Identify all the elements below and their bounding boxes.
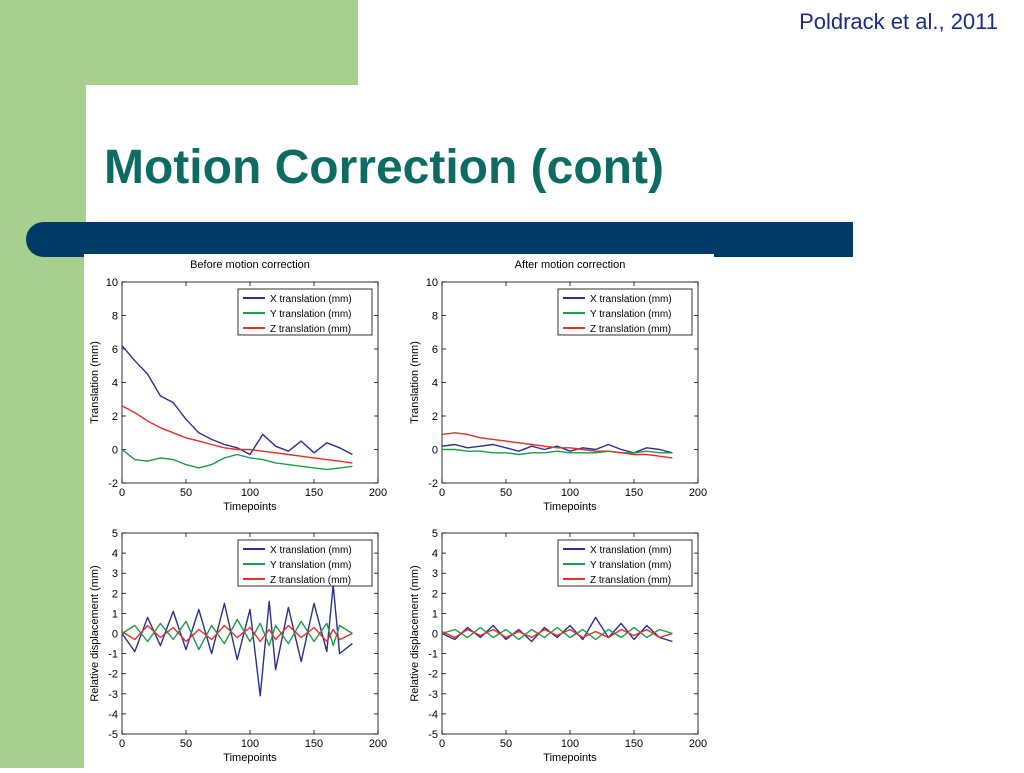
legend-label: X translation (mm) bbox=[270, 545, 352, 556]
y-tick-label: -4 bbox=[428, 709, 438, 721]
chart-title: Before motion correction bbox=[190, 259, 310, 271]
legend-label: Z translation (mm) bbox=[590, 324, 671, 335]
y-tick-label: 5 bbox=[432, 528, 438, 540]
legend-label: Y translation (mm) bbox=[270, 309, 352, 320]
chart-title: After motion correction bbox=[515, 259, 626, 271]
x-tick-label: 100 bbox=[561, 487, 579, 499]
y-tick-label: -2 bbox=[428, 669, 438, 681]
x-tick-label: 0 bbox=[439, 487, 445, 499]
y-tick-label: -2 bbox=[108, 669, 118, 681]
x-tick-label: 0 bbox=[119, 738, 125, 750]
x-tick-label: 200 bbox=[369, 487, 387, 499]
y-tick-label: 4 bbox=[112, 548, 118, 560]
y-tick-label: -5 bbox=[108, 729, 118, 741]
accent-bar bbox=[26, 222, 853, 257]
x-tick-label: 200 bbox=[689, 487, 707, 499]
y-tick-label: 10 bbox=[106, 277, 118, 289]
legend-label: X translation (mm) bbox=[270, 294, 352, 305]
y-tick-label: 2 bbox=[432, 588, 438, 600]
x-tick-label: 150 bbox=[305, 738, 323, 750]
y-tick-label: 4 bbox=[432, 548, 438, 560]
x-tick-label: 50 bbox=[180, 738, 192, 750]
y-tick-label: 0 bbox=[432, 445, 438, 457]
slide-title: Motion Correction (cont) bbox=[104, 141, 664, 194]
x-tick-label: 100 bbox=[241, 487, 259, 499]
series-line-3 bbox=[121, 405, 353, 464]
y-tick-label: 3 bbox=[432, 568, 438, 580]
legend-label: Y translation (mm) bbox=[270, 560, 352, 571]
series-line-1 bbox=[441, 616, 673, 643]
series-line-2 bbox=[121, 448, 353, 471]
series-line-3 bbox=[441, 432, 673, 459]
y-tick-label: 6 bbox=[432, 344, 438, 356]
y-tick-label: 10 bbox=[426, 277, 438, 289]
x-tick-label: 200 bbox=[689, 738, 707, 750]
y-tick-label: -3 bbox=[108, 689, 118, 701]
chart-panel-4: 0 50 100 150 200 -5 -4 -3 -2 -1 0 1 2 3 4 5 Timepoints Re… bbox=[409, 528, 707, 764]
x-tick-label: 50 bbox=[500, 487, 512, 499]
y-tick-label: 1 bbox=[112, 608, 118, 620]
y-tick-label: 4 bbox=[432, 378, 438, 390]
x-tick-label: 100 bbox=[561, 738, 579, 750]
x-tick-label: 200 bbox=[369, 738, 387, 750]
y-tick-label: -4 bbox=[108, 709, 118, 721]
y-axis-label: Relative displacement (mm) bbox=[409, 565, 421, 701]
y-tick-label: 3 bbox=[112, 568, 118, 580]
legend-label: Y translation (mm) bbox=[590, 560, 672, 571]
y-tick-label: 2 bbox=[112, 411, 118, 423]
y-tick-label: 4 bbox=[112, 378, 118, 390]
series-line-1 bbox=[121, 345, 353, 456]
y-axis-label: Relative displacement (mm) bbox=[89, 565, 101, 701]
chart-panel-3: 0 50 100 150 200 -5 -4 -3 -2 -1 0 1 2 3 4 5 Timepoints Re… bbox=[89, 528, 387, 764]
x-axis-label: Timepoints bbox=[223, 752, 277, 764]
y-tick-label: -1 bbox=[108, 649, 118, 661]
y-tick-label: -2 bbox=[108, 478, 118, 490]
x-tick-label: 150 bbox=[305, 487, 323, 499]
legend-label: Z translation (mm) bbox=[270, 575, 351, 586]
y-tick-label: 5 bbox=[112, 528, 118, 540]
y-tick-label: -1 bbox=[428, 649, 438, 661]
y-tick-label: 8 bbox=[112, 311, 118, 323]
y-tick-label: 1 bbox=[432, 608, 438, 620]
y-axis-label: Translation (mm) bbox=[409, 341, 421, 424]
series-line-2 bbox=[442, 448, 673, 456]
y-tick-label: -2 bbox=[428, 478, 438, 490]
legend-label: Z translation (mm) bbox=[590, 575, 671, 586]
y-tick-label: 0 bbox=[112, 629, 118, 641]
y-tick-label: 0 bbox=[432, 629, 438, 641]
legend-label: Y translation (mm) bbox=[590, 309, 672, 320]
y-tick-label: 8 bbox=[432, 311, 438, 323]
legend-label: X translation (mm) bbox=[590, 545, 672, 556]
series-line-3 bbox=[441, 628, 673, 639]
x-tick-label: 150 bbox=[625, 487, 643, 499]
x-axis-label: Timepoints bbox=[223, 501, 277, 513]
citation: Poldrack et al., 2011 bbox=[799, 9, 998, 34]
motion-figure: 0 50 100 150 200 -2 0 2 4 6 8 10 Before motion corre… bbox=[84, 254, 714, 768]
series-line-2 bbox=[441, 626, 673, 641]
y-tick-label: 2 bbox=[112, 588, 118, 600]
green-side-band bbox=[0, 0, 86, 768]
x-tick-label: 0 bbox=[439, 738, 445, 750]
x-tick-label: 150 bbox=[625, 738, 643, 750]
y-tick-label: -3 bbox=[428, 689, 438, 701]
series-line-3 bbox=[121, 624, 353, 643]
x-tick-label: 0 bbox=[119, 487, 125, 499]
y-axis-label: Translation (mm) bbox=[89, 341, 101, 424]
x-tick-label: 50 bbox=[500, 738, 512, 750]
x-axis-label: Timepoints bbox=[543, 752, 597, 764]
y-tick-label: 2 bbox=[432, 411, 438, 423]
legend-label: X translation (mm) bbox=[590, 294, 672, 305]
x-tick-label: 100 bbox=[241, 738, 259, 750]
legend-label: Z translation (mm) bbox=[270, 324, 351, 335]
y-tick-label: 6 bbox=[112, 344, 118, 356]
x-axis-label: Timepoints bbox=[543, 501, 597, 513]
x-tick-label: 50 bbox=[180, 487, 192, 499]
y-tick-label: 0 bbox=[112, 445, 118, 457]
y-tick-label: -5 bbox=[428, 729, 438, 741]
series-line-2 bbox=[121, 618, 353, 651]
rounded-corner bbox=[86, 85, 146, 145]
